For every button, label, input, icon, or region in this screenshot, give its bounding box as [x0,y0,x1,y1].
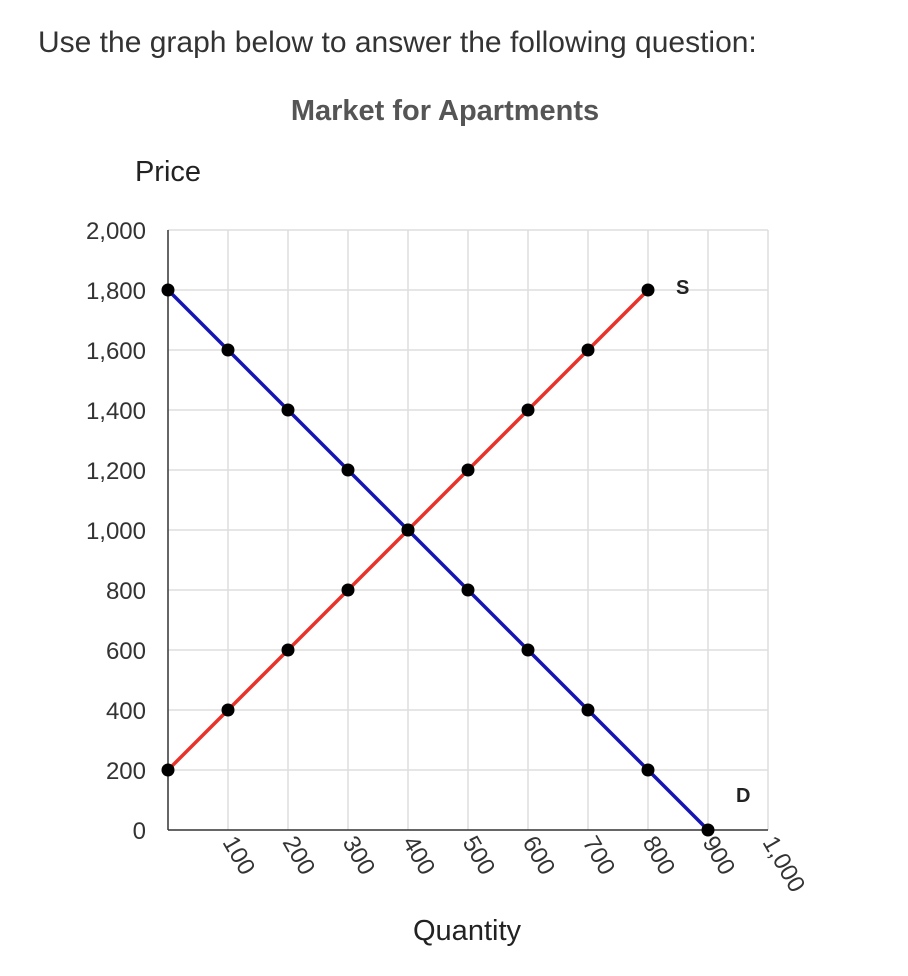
data-point-D [461,583,475,597]
x-tick-label: 300 [337,832,380,880]
data-point-S [281,643,295,657]
data-points [161,283,715,837]
data-point-S [341,583,355,597]
data-point-S [161,763,175,777]
data-point-D [281,403,295,417]
x-tick-labels: 100 200 300 400 500 600 700 800 900 1,000 [217,832,810,898]
series-line-D [166,288,710,832]
x-tick-label: 700 [577,832,620,880]
axes [167,230,768,831]
y-tick-label: 1,600 [86,338,146,365]
y-tick-label: 400 [106,698,146,725]
data-point-S [461,463,475,477]
y-tick-label: 0 [133,818,146,845]
y-tick-label: 2,000 [86,218,146,245]
x-axis-label: Quantity [413,915,521,947]
data-point-D [161,283,175,297]
data-point-S [641,283,655,297]
data-point-D [221,343,235,357]
series-label-D: D [736,785,750,807]
data-point-D [581,703,595,717]
data-point-D [521,643,535,657]
data-point-S [581,343,595,357]
y-tick-label: 800 [106,578,146,605]
x-tick-label: 600 [517,832,560,880]
question-text: Use the graph below to answer the follow… [38,26,757,59]
x-tick-label: 500 [457,832,500,880]
chart-title: Market for Apartments [291,95,599,127]
y-axis-label: Price [135,156,201,188]
y-tick-label: 1,800 [86,278,146,305]
data-point-D [701,823,715,837]
curve-labels: SD [676,277,750,807]
data-point-S [521,403,535,417]
series-lines [166,288,710,832]
data-point-D [401,523,415,537]
data-point-S [221,703,235,717]
data-point-D [641,763,655,777]
y-tick-label: 1,200 [86,458,146,485]
y-tick-label: 1,000 [86,518,146,545]
x-tick-label: 200 [277,832,320,880]
y-tick-labels: 0 200 400 600 800 1,000 1,200 1,400 1,600 1,800 2,… [86,218,146,845]
x-tick-label: 1,000 [757,832,810,898]
grid [168,229,769,830]
y-tick-label: 200 [106,758,146,785]
data-point-D [341,463,355,477]
x-tick-label: 900 [697,832,740,880]
y-tick-label: 1,400 [86,398,146,425]
x-tick-label: 100 [217,832,260,880]
y-tick-label: 600 [106,638,146,665]
x-tick-label: 800 [637,832,680,880]
x-tick-label: 400 [397,832,440,880]
series-label-S: S [676,277,689,299]
